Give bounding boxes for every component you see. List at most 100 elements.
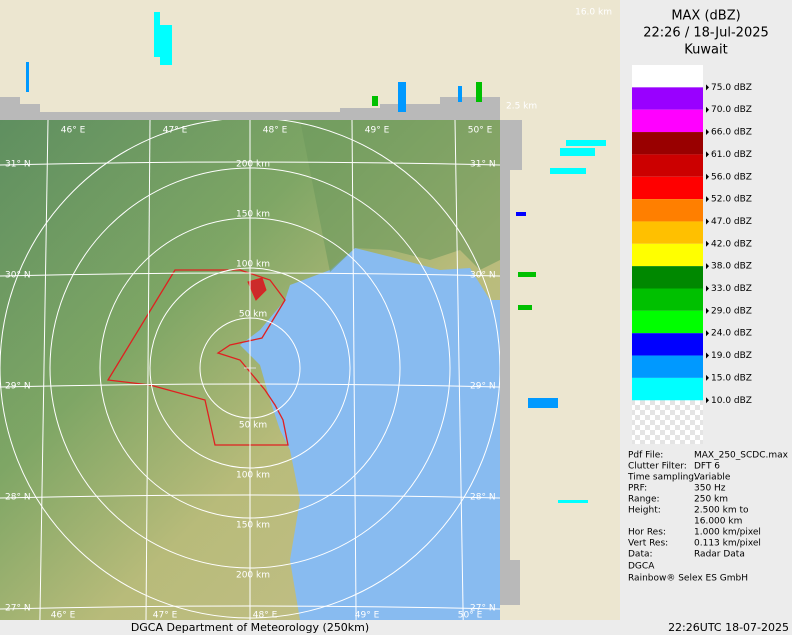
footer-bar	[0, 620, 792, 635]
parallel	[0, 272, 500, 277]
longitude-label: 48° E	[253, 611, 278, 621]
legend-label: 24.0 dBZ	[711, 329, 752, 339]
legend-swatch	[632, 154, 703, 177]
meridian	[351, 120, 357, 620]
legend-pointer	[706, 263, 709, 270]
legend-label: 33.0 dBZ	[711, 284, 752, 294]
longitude-label: 50° E	[468, 126, 493, 136]
longitude-label: 49° E	[355, 611, 380, 621]
legend-pointer	[706, 106, 709, 113]
info-key: Height:	[628, 506, 661, 516]
legend-label: 61.0 dBZ	[711, 150, 752, 160]
range-label: 100 km	[236, 260, 270, 270]
legend-label: 42.0 dBZ	[711, 239, 752, 249]
map-grid	[0, 120, 500, 620]
info-value: Radar Data	[694, 550, 745, 560]
legend-swatch	[632, 65, 703, 88]
footer-left: DGCA Department of Meteorology (250km)	[131, 621, 369, 634]
legend-swatch	[632, 266, 703, 289]
range-label: 150 km	[236, 210, 270, 220]
info-key: Hor Res:	[628, 528, 666, 538]
legend-label: 15.0 dBZ	[711, 373, 752, 383]
legend-pointer	[706, 285, 709, 292]
legend-pointer	[706, 374, 709, 381]
legend-label: 56.0 dBZ	[711, 172, 752, 182]
info-key: Vert Res:	[628, 539, 668, 549]
latitude-label: 31° N	[470, 160, 496, 170]
info-value: 250 km	[694, 495, 728, 505]
longitude-label: 50° E	[458, 611, 483, 621]
longitude-label: 48° E	[263, 126, 288, 136]
latitude-label: 31° N	[5, 160, 31, 170]
footer-right: 22:26UTC 18-07-2025	[668, 621, 789, 634]
range-label: 50 km	[239, 421, 267, 431]
product-time: 22:26 / 18-Jul-2025	[643, 26, 769, 41]
top-profile	[0, 0, 500, 120]
profile-corner	[500, 0, 620, 120]
info-value: 2.500 km to	[694, 506, 749, 516]
profile-top-label: 16.0 km	[575, 8, 612, 18]
legend-pointer	[706, 196, 709, 203]
info-key: Clutter Filter:	[628, 462, 687, 472]
range-label: 150 km	[236, 521, 270, 531]
legend-label: 38.0 dBZ	[711, 262, 752, 272]
legend-label: 10.0 dBZ	[711, 396, 752, 406]
legend-swatch	[632, 288, 703, 311]
info-value: DFT 6	[694, 462, 720, 472]
credit: Rainbow® Selex ES GmbH	[628, 574, 748, 584]
info-key: Range:	[628, 495, 660, 505]
legend-pointer	[706, 330, 709, 337]
side-profile	[500, 120, 620, 620]
info-value: 1.000 km/pixel	[694, 528, 761, 538]
legend-swatch	[632, 109, 703, 133]
legend-pointer	[706, 151, 709, 158]
meridian	[39, 120, 49, 620]
legend-label: 66.0 dBZ	[711, 128, 752, 138]
longitude-label: 49° E	[365, 126, 390, 136]
legend-pointer	[706, 240, 709, 247]
legend-swatch	[632, 87, 703, 110]
legend-swatch	[632, 176, 703, 200]
longitude-label: 46° E	[61, 126, 86, 136]
profile-echoes	[26, 12, 606, 503]
product-location: Kuwait	[684, 43, 727, 58]
profile-bottom-label: 2.5 km	[506, 102, 537, 112]
latitude-label: 27° N	[5, 604, 31, 614]
latitude-label: 27° N	[470, 604, 496, 614]
terrain-profile	[0, 97, 500, 120]
longitude-label: 47° E	[153, 611, 178, 621]
latitude-label: 28° N	[5, 493, 31, 503]
legend-pointer	[706, 352, 709, 359]
legend-swatch	[632, 221, 703, 244]
legend-pointer	[706, 129, 709, 136]
parallel	[0, 383, 500, 388]
legend-swatch	[632, 333, 703, 356]
parallel	[0, 494, 500, 499]
legend-label: 29.0 dBZ	[711, 306, 752, 316]
info-value: 0.113 km/pixel	[694, 539, 761, 549]
legend-label: 19.0 dBZ	[711, 351, 752, 361]
longitude-label: 47° E	[163, 126, 188, 136]
range-label: 100 km	[236, 471, 270, 481]
range-label: 200 km	[236, 160, 270, 170]
legend-label: 47.0 dBZ	[711, 217, 752, 227]
longitude-label: 46° E	[51, 611, 76, 621]
legend-swatch	[632, 199, 703, 222]
legend-swatch	[632, 243, 703, 267]
parallel	[0, 161, 500, 166]
legend-swatch	[632, 355, 703, 378]
legend-pointer	[706, 218, 709, 225]
parallel	[0, 605, 500, 610]
latitude-label: 30° N	[470, 271, 496, 281]
legend-swatch	[632, 377, 703, 401]
range-label: 200 km	[236, 571, 270, 581]
meridian	[145, 120, 151, 620]
legend-pointer	[706, 307, 709, 314]
latitude-label: 29° N	[5, 382, 31, 392]
legend-pointer	[706, 173, 709, 180]
product-title: MAX (dBZ)	[671, 9, 740, 24]
credit: DGCA	[628, 562, 655, 572]
info-value: Variable	[694, 473, 731, 483]
info-value: 16.000 km	[694, 517, 742, 527]
